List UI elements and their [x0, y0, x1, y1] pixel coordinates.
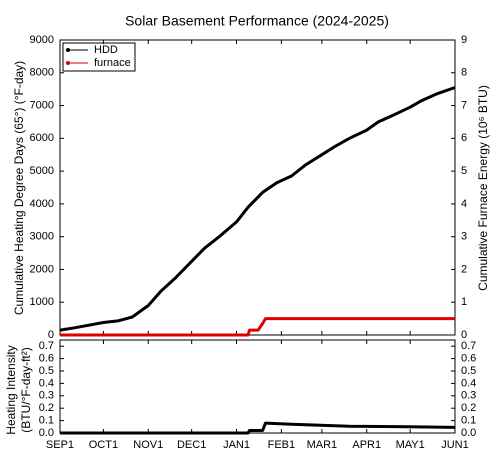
- legend-box: [62, 42, 136, 72]
- y-tick-label: 0.7: [461, 340, 476, 352]
- y2-axis-label: Cumulative Furnace Energy (10⁶ BTU): [476, 85, 490, 291]
- y-tick-label: 8000: [30, 67, 54, 79]
- y-tick-label: 0.4: [39, 377, 54, 389]
- y-tick-label: 0: [48, 329, 54, 341]
- y-tick-label: 6000: [30, 132, 54, 144]
- y-tick-label: 0.5: [39, 365, 54, 377]
- y-tick-label: 0.0: [461, 427, 476, 439]
- y-tick-label: 3000: [30, 231, 54, 243]
- x-tick-label: MAR1: [307, 439, 338, 451]
- x-tick-label: JAN1: [223, 439, 250, 451]
- y-tick-label: 1000: [30, 296, 54, 308]
- x-tick-label: DEC1: [177, 439, 206, 451]
- legend-swatch: [66, 48, 70, 52]
- legend-swatch: [66, 61, 70, 65]
- y-tick-label: 0.2: [39, 402, 54, 414]
- y-tick-label: 7: [461, 99, 467, 111]
- data-line: [60, 317, 455, 337]
- y-tick-label: 0.6: [461, 353, 476, 365]
- y-tick-label: 0.3: [39, 390, 54, 402]
- y-axis-label: (BTU/°F-day-ft²): [19, 347, 33, 432]
- y-tick-label: 8: [461, 67, 467, 79]
- x-tick-label: FEB1: [268, 439, 296, 451]
- y-tick-label: 0.0: [39, 427, 54, 439]
- y-tick-label: 1: [461, 296, 467, 308]
- data-line: [59, 86, 456, 332]
- y-tick-label: 0: [461, 329, 467, 341]
- y-tick-label: 0.3: [461, 390, 476, 402]
- plot-frame: [59, 39, 456, 336]
- y-tick-label: 2: [461, 263, 467, 275]
- data-line: [60, 421, 456, 435]
- y-tick-label: 2000: [30, 263, 54, 275]
- y-tick-label: 0.7: [39, 340, 54, 352]
- x-tick-label: SEP1: [46, 439, 74, 451]
- y-tick-label: 9000: [30, 34, 54, 46]
- plot-frame: [59, 339, 456, 434]
- legend-label: furnace: [94, 57, 131, 69]
- y-tick-label: 0.1: [39, 415, 54, 427]
- x-tick-label: MAY1: [396, 439, 425, 451]
- y-tick-label: 0.1: [461, 415, 476, 427]
- y-tick-label: 0.4: [461, 377, 476, 389]
- x-tick-label: OCT1: [89, 439, 118, 451]
- y-tick-label: 9: [461, 34, 467, 46]
- x-tick-label: APR1: [352, 439, 381, 451]
- y-tick-label: 5: [461, 165, 467, 177]
- y-tick-label: 0.5: [461, 365, 476, 377]
- y-tick-label: 4: [461, 198, 467, 210]
- y-axis-label: Heating Intensity: [4, 345, 18, 434]
- x-tick-label: JUN1: [441, 439, 469, 451]
- y-tick-label: 7000: [30, 99, 54, 111]
- y-tick-label: 3: [461, 231, 467, 243]
- legend-label: HDD: [94, 44, 118, 56]
- y-tick-label: 6: [461, 132, 467, 144]
- chart-title: Solar Basement Performance (2024-2025): [125, 13, 389, 29]
- y-axis-label: Cumulative Heating Degree Days (65°) (°F…: [12, 61, 26, 315]
- y-tick-label: 0.2: [461, 402, 476, 414]
- y-tick-label: 4000: [30, 198, 54, 210]
- y-tick-label: 5000: [30, 165, 54, 177]
- y-tick-label: 0.6: [39, 353, 54, 365]
- x-tick-label: NOV1: [133, 439, 163, 451]
